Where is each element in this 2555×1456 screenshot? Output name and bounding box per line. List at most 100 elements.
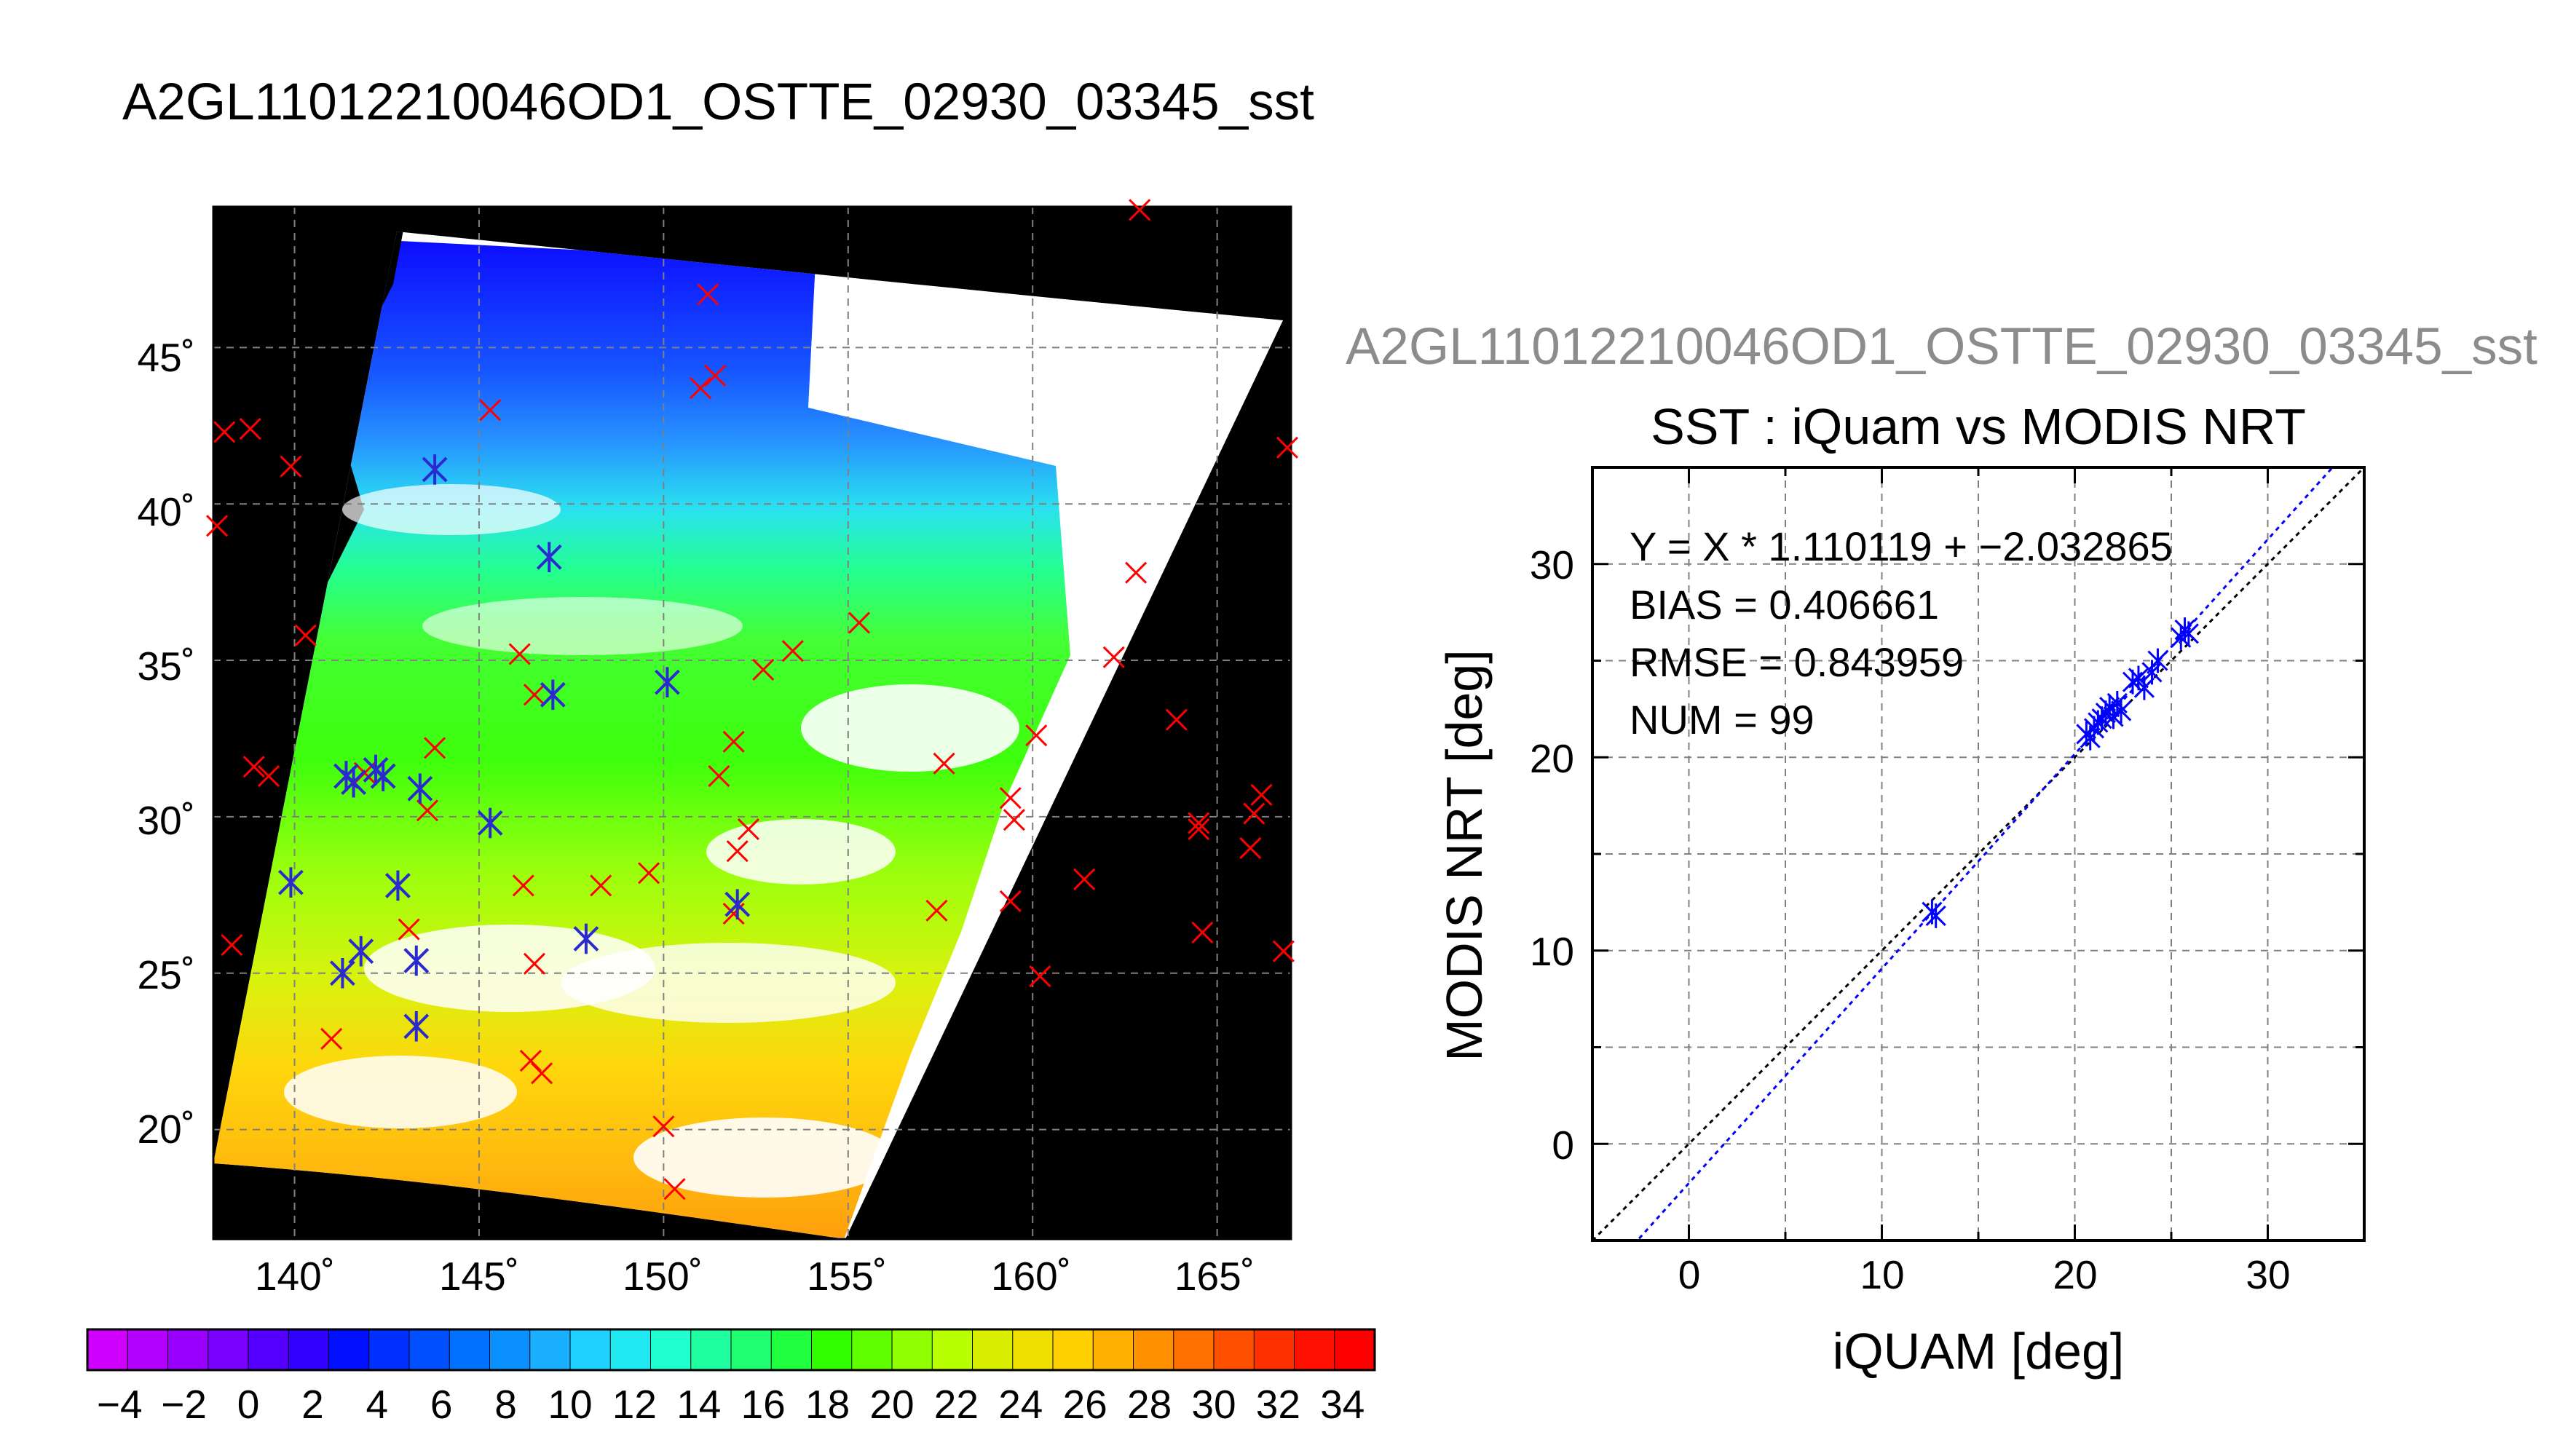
colorbar-tick-label: 0 bbox=[237, 1382, 260, 1427]
colorbar-tick-label: 14 bbox=[676, 1382, 721, 1427]
matchup-marker bbox=[407, 773, 433, 804]
buoy-marker bbox=[999, 787, 1022, 810]
colorbar-tick-label: 22 bbox=[934, 1382, 979, 1427]
map-y-tick-label: 25˚ bbox=[138, 952, 196, 997]
colorbar: −4 −2 0 2 4 6 8 10 12 14 16 18 20 22 24 26 28 30 32 34 bbox=[86, 1328, 1376, 1427]
buoy-marker bbox=[1125, 561, 1148, 584]
colorbar-tick-label: 30 bbox=[1191, 1382, 1236, 1427]
map-x-tick-label: 145˚ bbox=[439, 1254, 519, 1299]
buoy-marker bbox=[697, 283, 719, 306]
buoy-marker bbox=[848, 612, 871, 634]
buoy-marker bbox=[1239, 836, 1262, 859]
colorbar-cell bbox=[248, 1329, 289, 1370]
colorbar-cell bbox=[1053, 1329, 1094, 1370]
scatter-gridlines bbox=[1592, 467, 2364, 1241]
colorbar-cell bbox=[288, 1329, 329, 1370]
buoy-marker bbox=[213, 421, 236, 443]
matchup-marker bbox=[403, 1011, 430, 1042]
scatter-x-tick-label: 0 bbox=[1678, 1252, 1701, 1297]
scatter-stats: Y = X * 1.110119 + −2.032865 BIAS = 0.40… bbox=[1630, 523, 2173, 743]
buoy-marker bbox=[1102, 646, 1125, 668]
matchup-marker bbox=[655, 667, 680, 697]
colorbar-cell bbox=[731, 1329, 772, 1370]
map-x-tick-label: 140˚ bbox=[255, 1254, 335, 1299]
scatter-y-tick-label: 20 bbox=[1530, 736, 1574, 781]
colorbar-tick-label: 28 bbox=[1127, 1382, 1172, 1427]
map-frame bbox=[212, 205, 1292, 1241]
buoy-marker bbox=[1191, 921, 1214, 943]
scatter-y-tick-label: 30 bbox=[1530, 542, 1574, 587]
buoy-marker bbox=[239, 418, 261, 440]
colorbar-cell bbox=[1012, 1329, 1054, 1370]
colorbar-cell bbox=[449, 1329, 490, 1370]
colorbar-tick-label: 20 bbox=[869, 1382, 914, 1427]
matchup-marker bbox=[540, 679, 566, 711]
matchup-marker bbox=[403, 945, 430, 976]
colorbar-cell bbox=[328, 1329, 370, 1370]
colorbar-tick-label: 4 bbox=[366, 1382, 389, 1427]
sst-map: 140˚ 145˚ 150˚ 155˚ 160˚ 165˚ 20˚ 25˚ 30… bbox=[138, 199, 1298, 1299]
scatter-plot: A2GL11012210046OD1_OSTTE_02930_03345_sst… bbox=[1346, 318, 2538, 1380]
colorbar-tick-label: 10 bbox=[548, 1382, 592, 1427]
colorbar-tick-label: 32 bbox=[1256, 1382, 1300, 1427]
buoy-marker bbox=[1276, 436, 1298, 459]
colorbar-tick-label: 24 bbox=[998, 1382, 1043, 1427]
colorbar-cell bbox=[851, 1329, 893, 1370]
colorbar-cell bbox=[650, 1329, 692, 1370]
buoy-marker bbox=[1025, 724, 1048, 747]
colorbar-cell bbox=[368, 1329, 410, 1370]
buoy-marker bbox=[726, 840, 749, 863]
colorbar-tick-label: 2 bbox=[301, 1382, 324, 1427]
colorbar-cell bbox=[1254, 1329, 1295, 1370]
buoy-marker bbox=[590, 874, 612, 897]
map-gridlines bbox=[213, 207, 1291, 1239]
scatter-title: SST : iQuam vs MODIS NRT bbox=[1651, 398, 2306, 455]
matchup-marker bbox=[724, 889, 751, 920]
scatter-y-label: MODIS NRT [deg] bbox=[1436, 649, 1493, 1061]
buoy-marker bbox=[638, 862, 660, 885]
map-y-tick-label: 45˚ bbox=[138, 335, 196, 380]
buoy-marker bbox=[1129, 199, 1151, 221]
map-x-tick-label: 155˚ bbox=[807, 1254, 887, 1299]
buoy-marker bbox=[1188, 818, 1210, 841]
matchup-marker bbox=[370, 761, 396, 791]
buoy-marker bbox=[781, 640, 804, 662]
colorbar-cell bbox=[932, 1329, 973, 1370]
colorbar-tick-label: 34 bbox=[1320, 1382, 1365, 1427]
colorbar-labels: −4 −2 0 2 4 6 8 10 12 14 16 18 20 22 24 26 28 30 32 34 bbox=[97, 1382, 1365, 1427]
colorbar-tick-label: −2 bbox=[161, 1382, 207, 1427]
map-x-tick-label: 150˚ bbox=[623, 1254, 703, 1299]
scatter-header: A2GL11012210046OD1_OSTTE_02930_03345_sst bbox=[1346, 318, 2538, 376]
colorbar-cell bbox=[1133, 1329, 1174, 1370]
colorbar-cell bbox=[1173, 1329, 1215, 1370]
colorbar-cell bbox=[570, 1329, 611, 1370]
buoy-marker bbox=[925, 899, 948, 922]
colorbar-tick-label: 16 bbox=[741, 1382, 786, 1427]
scatter-x-ticks: 0 10 20 30 bbox=[1678, 1252, 2291, 1297]
buoy-marker bbox=[1243, 802, 1265, 825]
matchup-marker bbox=[341, 767, 367, 798]
buoy-marker bbox=[531, 1062, 553, 1085]
sst-field bbox=[213, 232, 1283, 1238]
stats-num: NUM = 99 bbox=[1630, 697, 1814, 743]
scatter-x-tick-label: 10 bbox=[1860, 1252, 1904, 1297]
buoy-marker bbox=[206, 515, 229, 537]
buoy-marker bbox=[1073, 868, 1096, 890]
colorbar-cell bbox=[208, 1329, 249, 1370]
buoy-marker bbox=[999, 890, 1022, 912]
buoy-marker bbox=[722, 730, 745, 753]
colorbar-cell bbox=[771, 1329, 812, 1370]
colorbar-cell bbox=[690, 1329, 732, 1370]
buoy-marker bbox=[704, 364, 727, 387]
identity-line bbox=[1592, 467, 2364, 1241]
colorbar-cells bbox=[87, 1329, 1375, 1370]
buoy-marker bbox=[1165, 708, 1188, 731]
matchup-marker bbox=[422, 454, 448, 485]
colorbar-cell bbox=[127, 1329, 168, 1370]
colorbar-cell bbox=[167, 1329, 209, 1370]
colorbar-frame bbox=[86, 1328, 1376, 1372]
colorbar-cell bbox=[489, 1329, 531, 1370]
colorbar-cell bbox=[1093, 1329, 1134, 1370]
scatter-x-tick-label: 20 bbox=[2053, 1252, 2097, 1297]
buoy-marker bbox=[512, 874, 534, 897]
